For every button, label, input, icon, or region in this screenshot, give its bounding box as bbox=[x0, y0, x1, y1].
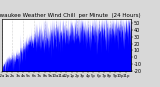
Title: Milwaukee Weather Wind Chill  per Minute  (24 Hours): Milwaukee Weather Wind Chill per Minute … bbox=[0, 13, 141, 18]
